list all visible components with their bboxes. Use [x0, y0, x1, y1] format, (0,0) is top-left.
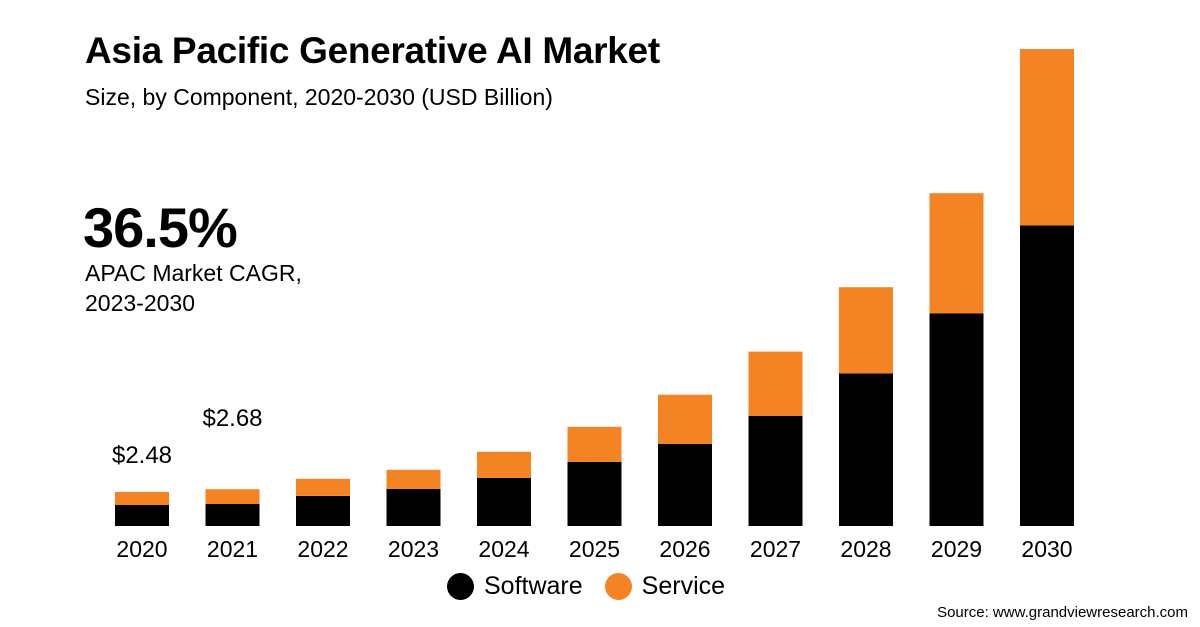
bar-service-2022	[296, 478, 350, 496]
bar-service-2030	[1020, 49, 1074, 226]
bar-service-2025	[567, 426, 622, 462]
bar-software-2021	[205, 504, 260, 526]
x-axis-labels: 2020 2021 2022 2023 2024 2025 2026 2027 2028 2029…	[116, 536, 1072, 562]
bar-service-2024	[477, 451, 531, 478]
data-labels: $2.48 $2.68	[112, 405, 263, 469]
bar-service-2020	[115, 491, 169, 505]
bar-service-2027	[748, 351, 803, 416]
cagr-label: APAC Market CAGR, 2023-2030	[85, 258, 385, 318]
bar-service-2023	[386, 469, 441, 489]
cagr-label-line2: 2023-2030	[85, 290, 195, 316]
chart-subtitle: Size, by Component, 2020-2030 (USD Billi…	[85, 84, 553, 110]
x-tick-label-2020: 2020	[116, 536, 167, 562]
data-label-2021: $2.68	[202, 405, 262, 432]
bar-software-2028	[839, 373, 893, 526]
legend-label-service: Service	[641, 572, 726, 600]
bar-software-2030	[1020, 225, 1074, 526]
bar-service-2026	[658, 394, 712, 444]
x-tick-label-2025: 2025	[569, 536, 620, 562]
bars-group	[115, 49, 1074, 526]
legend-item-software: Software	[447, 572, 583, 601]
data-label-2020: $2.48	[112, 442, 172, 469]
bar-software-2024	[477, 477, 531, 526]
x-tick-label-2030: 2030	[1021, 536, 1072, 562]
legend-swatch-software	[447, 573, 474, 600]
x-tick-label-2027: 2027	[750, 536, 801, 562]
legend-label-software: Software	[484, 572, 583, 600]
bar-software-2027	[748, 415, 803, 526]
cagr-label-line1: APAC Market CAGR,	[85, 260, 302, 286]
bar-software-2023	[386, 488, 441, 526]
x-tick-label-2023: 2023	[388, 536, 439, 562]
legend: Software Service	[447, 572, 747, 601]
x-tick-label-2028: 2028	[840, 536, 891, 562]
legend-swatch-service	[604, 573, 632, 600]
x-tick-label-2024: 2024	[478, 536, 529, 562]
bar-service-2029	[929, 193, 984, 314]
bar-software-2022	[296, 495, 350, 526]
bar-software-2029	[929, 313, 984, 526]
source-note: Source: www.grandviewresearch.com	[937, 604, 1188, 621]
chart-title: Asia Pacific Generative AI Market	[85, 30, 660, 71]
bar-service-2028	[839, 287, 893, 374]
x-tick-label-2021: 2021	[207, 536, 258, 562]
x-tick-label-2029: 2029	[931, 536, 982, 562]
x-tick-label-2022: 2022	[297, 536, 348, 562]
x-tick-label-2026: 2026	[659, 536, 710, 562]
legend-item-service: Service	[604, 572, 726, 601]
bar-software-2025	[567, 461, 622, 526]
bar-software-2026	[658, 443, 712, 526]
cagr-value: 36.5%	[83, 196, 238, 259]
bar-service-2021	[205, 489, 260, 504]
bar-software-2020	[115, 505, 169, 526]
